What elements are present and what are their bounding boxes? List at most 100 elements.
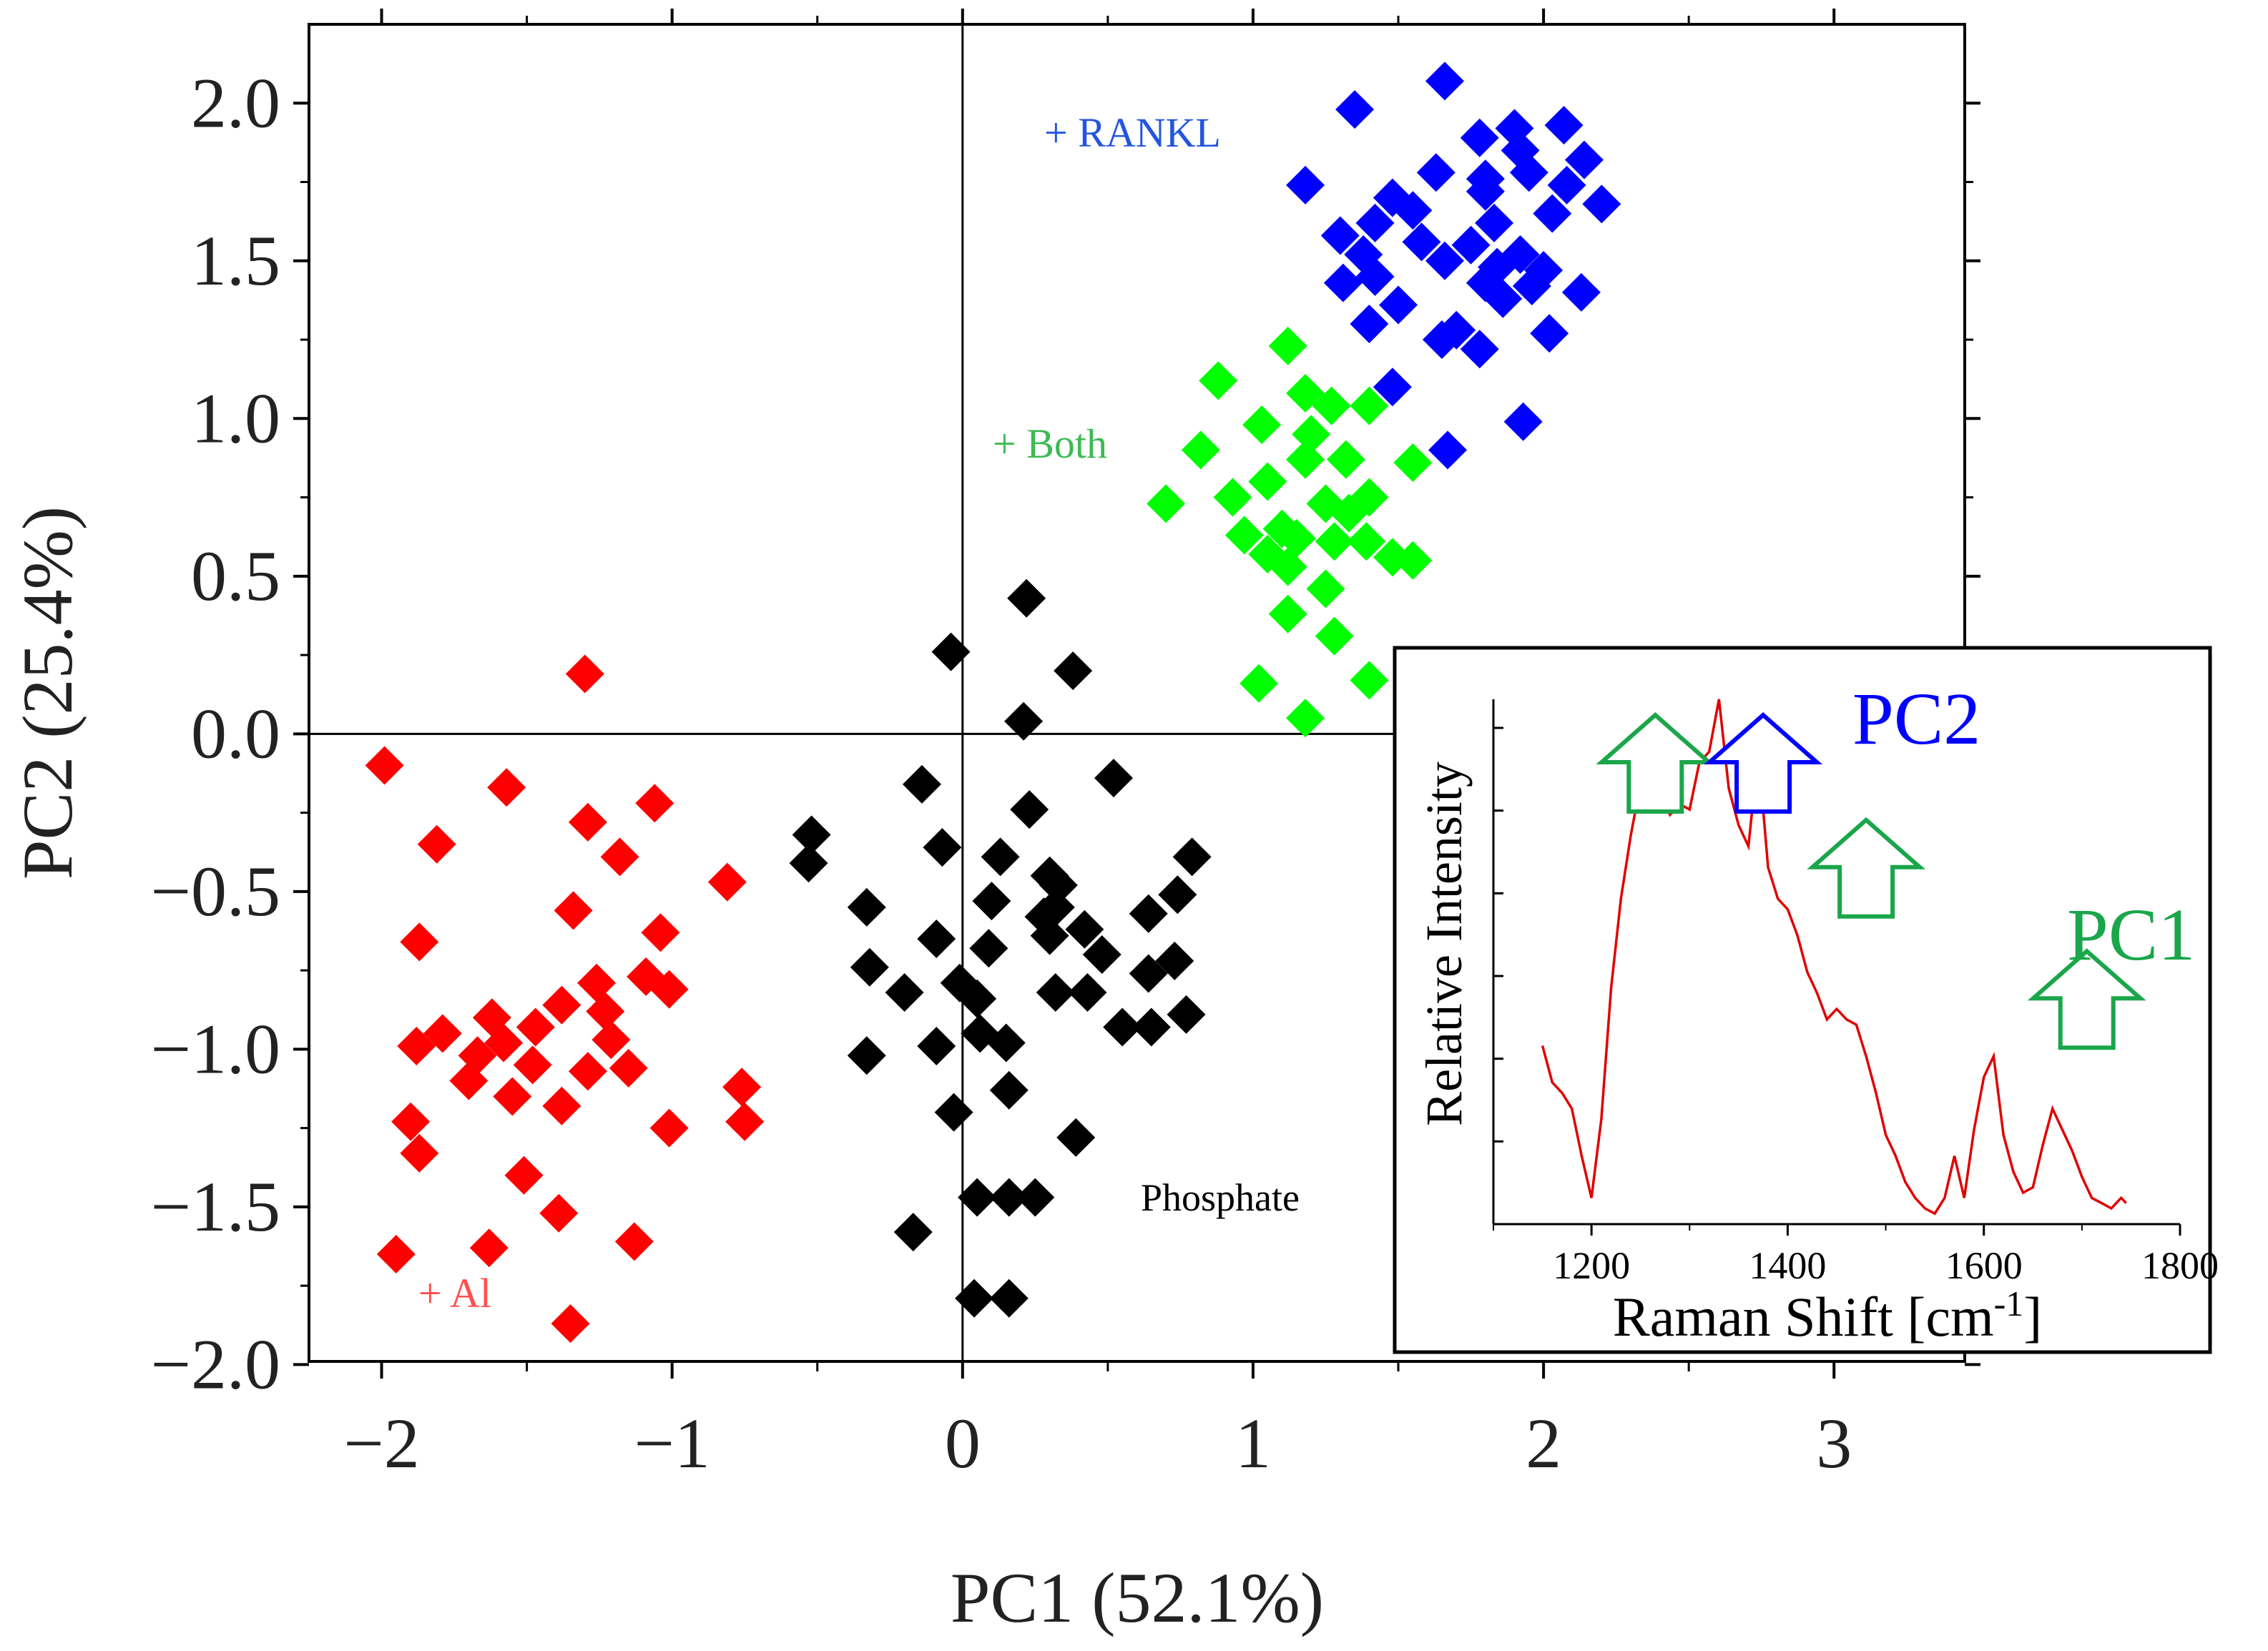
inset-arrow-icon (1704, 712, 1823, 814)
main-ticks: −2 −1 0 1 2 3 −2.0 −1.5 −1.0 −0.5 0.0 0.5 1.0 1.5 2.0 (151, 9, 1980, 1483)
point-phosphate (958, 979, 997, 1018)
point-al (539, 1193, 579, 1233)
point-al (469, 1228, 509, 1268)
point-phosphate (917, 920, 956, 959)
x-tick-label: −2 (343, 1404, 419, 1483)
point-phosphate (1010, 790, 1049, 829)
point-phosphate (989, 1278, 1029, 1318)
point-phosphate (1094, 759, 1134, 798)
point-phosphate (917, 1026, 956, 1065)
point-phosphate (931, 632, 971, 671)
main-points (365, 61, 1621, 1344)
point-phosphate (847, 1036, 886, 1075)
y-tick-label: 1.5 (191, 221, 280, 300)
point-both (1315, 522, 1354, 561)
point-phosphate (1054, 651, 1093, 691)
point-al (513, 1045, 552, 1085)
point-phosphate (1068, 972, 1107, 1012)
point-phosphate (981, 837, 1020, 877)
inset-arrow-icon (1596, 712, 1715, 814)
point-al (577, 963, 617, 1002)
inset-arrows (1596, 712, 2146, 1050)
point-both (1286, 440, 1325, 479)
point-phosphate (1004, 701, 1044, 741)
point-phosphate (850, 947, 889, 987)
point-phosphate (1131, 1007, 1171, 1047)
point-rankl (1373, 368, 1412, 407)
y-tick-label: 0.0 (191, 694, 280, 773)
point-both (1393, 443, 1433, 483)
point-phosphate (1036, 972, 1075, 1012)
point-al (649, 1108, 689, 1148)
point-rankl (1425, 241, 1465, 280)
point-al (397, 1026, 436, 1065)
point-both (1199, 361, 1238, 400)
point-phosphate (1065, 910, 1104, 949)
x-tick-label: 3 (1816, 1404, 1852, 1483)
point-both (1292, 415, 1331, 454)
point-both (1286, 374, 1325, 413)
point-rankl (1286, 165, 1325, 204)
point-both (1347, 522, 1386, 561)
point-phosphate (885, 972, 924, 1012)
point-both (1329, 493, 1368, 533)
point-phosphate (789, 844, 828, 883)
y-tick-label: 0.5 (191, 536, 280, 616)
point-al (493, 1077, 532, 1116)
point-al (542, 985, 581, 1025)
point-rankl (1509, 153, 1548, 192)
point-rankl (1422, 320, 1461, 360)
inset-ticks: 1200 1400 1600 1800 (1493, 726, 2219, 1287)
point-rankl (1379, 285, 1418, 325)
point-al (554, 891, 593, 930)
point-al (641, 913, 680, 952)
annotation-phosphate: Phosphate (1141, 1176, 1300, 1219)
point-both (1213, 478, 1252, 517)
x-tick-label: −1 (634, 1404, 710, 1483)
inset-annotation-pc2: PC2 (1852, 678, 1980, 760)
point-phosphate (969, 929, 1008, 968)
point-phosphate (972, 882, 1011, 921)
point-phosphate (1155, 941, 1194, 980)
point-both (1326, 440, 1365, 479)
point-rankl (1451, 225, 1491, 265)
point-both (1268, 594, 1307, 634)
point-al (725, 1102, 765, 1141)
point-both (1350, 386, 1389, 425)
point-al (635, 784, 674, 823)
inset-x-tick-label: 1200 (1553, 1244, 1630, 1287)
point-both (1147, 484, 1186, 523)
annotation-rankl: + RANKL (1044, 109, 1221, 156)
point-rankl (1335, 90, 1375, 129)
point-al (591, 1020, 631, 1060)
point-phosphate (1056, 1118, 1096, 1157)
y-axis-label: PC2 (25.4%) (8, 506, 87, 879)
point-al (586, 992, 625, 1031)
point-both (1239, 664, 1279, 703)
point-al (609, 1048, 648, 1088)
point-al (376, 1235, 416, 1274)
point-both (1181, 430, 1220, 470)
point-al (568, 1052, 607, 1091)
y-tick-label: 2.0 (191, 63, 280, 142)
point-both (1268, 326, 1307, 365)
inset-axes (1492, 699, 2180, 1226)
point-al (600, 837, 639, 877)
point-both (1393, 541, 1433, 580)
point-al (551, 1304, 590, 1344)
inset-y-axis-label: Relative Intensity (1415, 762, 1473, 1126)
point-rankl (1320, 216, 1360, 255)
point-both (1312, 386, 1351, 425)
point-rankl (1503, 402, 1543, 441)
point-phosphate (958, 1178, 997, 1217)
point-rankl (1544, 106, 1584, 145)
point-phosphate (989, 1070, 1029, 1110)
point-rankl (1428, 430, 1468, 470)
point-phosphate (1129, 894, 1168, 933)
point-phosphate (1172, 837, 1212, 877)
y-tick-label: −1.0 (151, 1009, 280, 1088)
point-phosphate (902, 764, 941, 804)
point-al (614, 1222, 654, 1261)
point-phosphate (1016, 1178, 1055, 1217)
inset-x-axis-label: Raman Shift [cm-1] (1613, 1283, 2043, 1348)
